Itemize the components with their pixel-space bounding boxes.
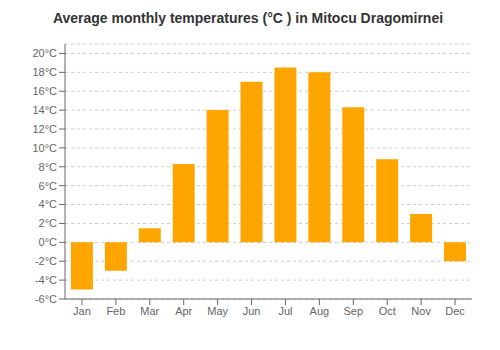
svg-text:6°C: 6°C — [39, 180, 58, 192]
svg-text:18°C: 18°C — [32, 66, 57, 78]
svg-text:Jan: Jan — [73, 305, 91, 317]
svg-text:Aug: Aug — [310, 305, 330, 317]
svg-text:-2°C: -2°C — [35, 255, 57, 267]
svg-text:Sep: Sep — [344, 305, 364, 317]
svg-text:Jul: Jul — [278, 305, 292, 317]
svg-text:Nov: Nov — [411, 305, 431, 317]
svg-text:10°C: 10°C — [32, 142, 57, 154]
svg-text:12°C: 12°C — [32, 123, 57, 135]
svg-text:0°C: 0°C — [39, 236, 58, 248]
svg-text:2°C: 2°C — [39, 217, 58, 229]
svg-text:8°C: 8°C — [39, 161, 58, 173]
svg-text:Feb: Feb — [106, 305, 125, 317]
svg-text:14°C: 14°C — [32, 104, 57, 116]
svg-text:Apr: Apr — [175, 305, 192, 317]
svg-text:20°C: 20°C — [32, 47, 57, 59]
svg-text:May: May — [207, 305, 228, 317]
svg-text:Mar: Mar — [140, 305, 159, 317]
svg-text:Oct: Oct — [379, 305, 396, 317]
svg-text:-4°C: -4°C — [35, 274, 57, 286]
html-text:Average monthly temperatures (: Average monthly temperatures (°C ) in Mi… — [52, 10, 444, 26]
svg-text:Dec: Dec — [445, 305, 465, 317]
svg-text:4°C: 4°C — [39, 198, 58, 210]
svg-text:Jun: Jun — [243, 305, 261, 317]
svg-text:-6°C: -6°C — [35, 293, 57, 305]
svg-text:16°C: 16°C — [32, 85, 57, 97]
